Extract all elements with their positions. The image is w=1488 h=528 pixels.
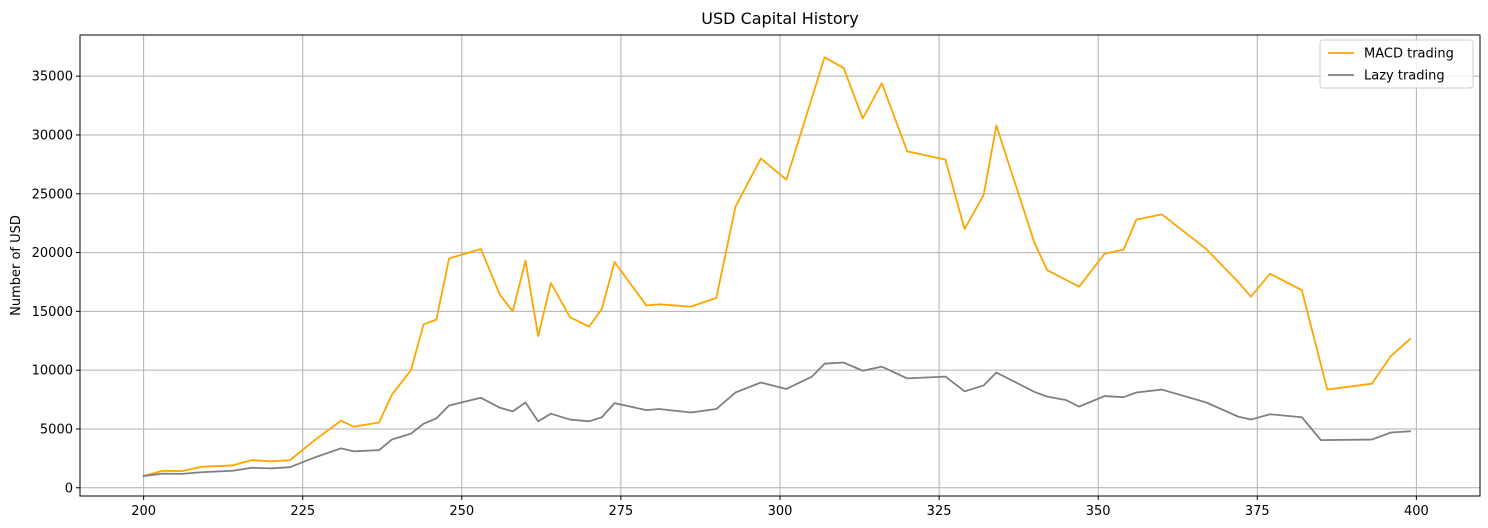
- axis-ticks: 200 225 250 275 300 325 350 375 400 0 5000 10000 150…: [32, 70, 1429, 519]
- y-tick-label: 15000: [32, 305, 73, 320]
- y-tick-label: 20000: [32, 246, 73, 261]
- series-group: [142, 56, 1412, 478]
- series-line-lazy-trading: [142, 361, 1411, 478]
- legend: MACD trading Lazy trading: [1319, 39, 1474, 89]
- x-tick-label: 400: [1404, 504, 1429, 519]
- y-axis-label: Number of USD: [9, 215, 24, 316]
- y-tick-label: 0: [65, 481, 73, 496]
- legend-entry-label: Lazy trading: [1364, 69, 1445, 84]
- legend-box: [1319, 39, 1474, 89]
- chart-title: USD Capital History: [701, 9, 858, 28]
- x-tick-label: 350: [1086, 504, 1111, 519]
- grid: [80, 35, 1480, 496]
- legend-entry-label: MACD trading: [1364, 47, 1454, 62]
- y-tick-label: 35000: [32, 70, 73, 85]
- x-tick-label: 300: [768, 504, 793, 519]
- y-tick-label: 25000: [32, 187, 73, 202]
- y-tick-label: 10000: [32, 364, 73, 379]
- series-line-macd-trading: [142, 56, 1412, 478]
- y-tick-label: 30000: [32, 128, 73, 143]
- x-tick-label: 275: [608, 504, 633, 519]
- y-tick-label: 5000: [40, 422, 73, 437]
- x-tick-label: 325: [927, 504, 952, 519]
- x-tick-label: 225: [290, 504, 315, 519]
- x-tick-label: 250: [449, 504, 474, 519]
- x-tick-label: 375: [1245, 504, 1270, 519]
- x-tick-label: 200: [131, 504, 156, 519]
